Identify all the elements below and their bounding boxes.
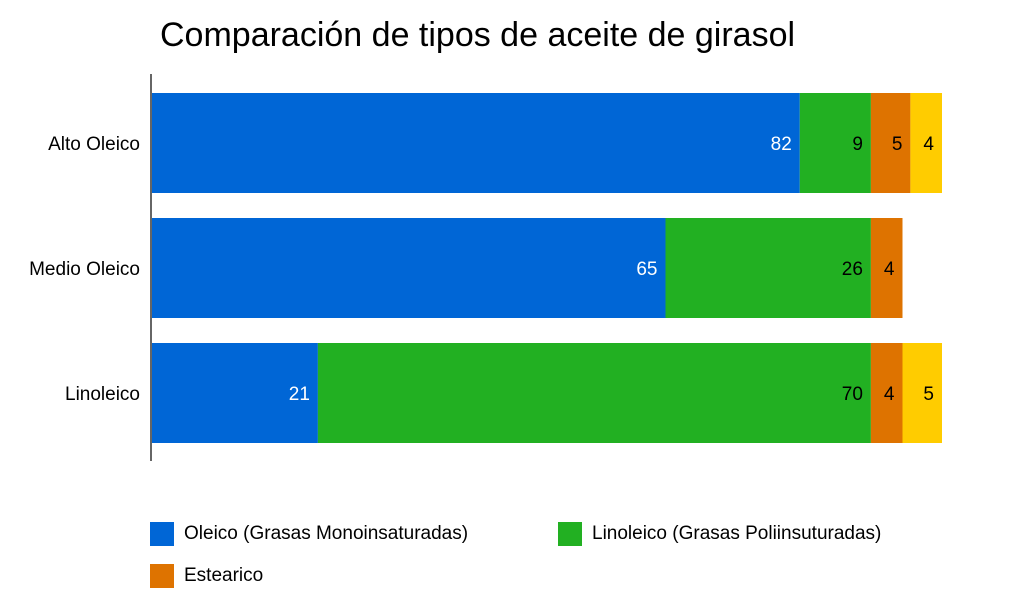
data-label-alto-oleico-s2: 5 bbox=[892, 134, 903, 155]
data-label-linoleico-s3: 5 bbox=[923, 384, 934, 405]
bar-segment-alto-oleico-s1 bbox=[799, 93, 871, 193]
bar-segment-linoleico-s1 bbox=[317, 343, 871, 443]
legend-item-linoleico: Linoleico (Grasas Poliinsuturadas) bbox=[558, 522, 881, 546]
category-label-linoleico: Linoleico bbox=[65, 384, 140, 405]
data-label-linoleico-s0: 21 bbox=[289, 384, 310, 405]
category-label-alto-oleico: Alto Oleico bbox=[48, 134, 140, 155]
bar-segment-linoleico-s0 bbox=[152, 343, 318, 443]
legend-item-oleico: Oleico (Grasas Monoinsaturadas) bbox=[150, 522, 468, 546]
legend-swatch-estearico bbox=[150, 564, 174, 588]
legend-swatch-oleico bbox=[150, 522, 174, 546]
bar-segment-alto-oleico-s2 bbox=[870, 93, 911, 193]
bar-segment-alto-oleico-s3 bbox=[910, 93, 942, 193]
data-label-alto-oleico-s0: 82 bbox=[771, 134, 792, 155]
category-label-medio-oleico: Medio Oleico bbox=[29, 259, 140, 280]
data-label-alto-oleico-s3: 4 bbox=[923, 134, 934, 155]
data-label-medio-oleico-s2: 4 bbox=[884, 259, 895, 280]
legend-item-estearico: Estearico bbox=[150, 564, 263, 588]
data-label-medio-oleico-s1: 26 bbox=[842, 259, 863, 280]
bar-segment-medio-oleico-s2 bbox=[870, 218, 903, 318]
bar-segment-linoleico-s3 bbox=[902, 343, 942, 443]
bar-segment-alto-oleico-s0 bbox=[152, 93, 800, 193]
legend-label-estearico: Estearico bbox=[184, 565, 264, 586]
legend-label-linoleico: Linoleico (Grasas Poliinsuturadas) bbox=[592, 523, 882, 544]
bar-segment-medio-oleico-s1 bbox=[665, 218, 871, 318]
bar-segment-linoleico-s2 bbox=[870, 343, 903, 443]
data-label-medio-oleico-s0: 65 bbox=[636, 259, 657, 280]
legend-swatch-linoleico bbox=[558, 522, 582, 546]
bar-segment-medio-oleico-s0 bbox=[152, 218, 666, 318]
data-label-linoleico-s1: 70 bbox=[842, 384, 863, 405]
data-label-linoleico-s2: 4 bbox=[884, 384, 895, 405]
legend-label-oleico: Oleico (Grasas Monoinsaturadas) bbox=[184, 523, 469, 544]
data-label-alto-oleico-s1: 9 bbox=[852, 134, 863, 155]
chart-title: Comparación de tipos de aceite de giraso… bbox=[160, 16, 796, 54]
